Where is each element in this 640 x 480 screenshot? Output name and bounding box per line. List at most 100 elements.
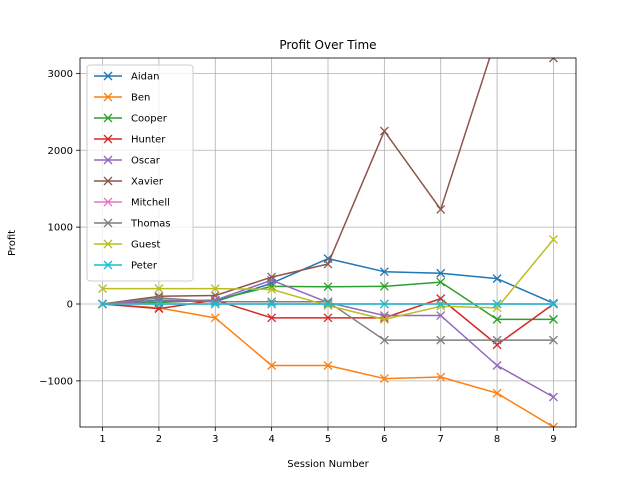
- data-point: [379, 335, 389, 345]
- x-tick-label: 2: [156, 434, 162, 445]
- data-point: [267, 299, 277, 309]
- legend-label: Thomas: [130, 219, 171, 230]
- data-point: [323, 361, 333, 370]
- data-point: [210, 313, 220, 323]
- legend-marker: [103, 197, 113, 207]
- data-point: [323, 259, 333, 269]
- x-tick-label: 4: [268, 434, 274, 445]
- data-point: [548, 392, 558, 402]
- series-group: [98, 58, 558, 427]
- data-point: [492, 314, 502, 324]
- data-point: [379, 299, 389, 309]
- data-point: [436, 277, 446, 287]
- data-point: [267, 284, 277, 294]
- data-point: [379, 374, 389, 384]
- legend-label: Guest: [131, 240, 160, 251]
- legend-item-cooper: Cooper: [94, 114, 168, 125]
- data-point: [98, 284, 108, 294]
- y-tick-label: −1000: [39, 376, 73, 387]
- legend-label: Cooper: [131, 114, 168, 125]
- data-point: [379, 267, 389, 277]
- legend-marker: [103, 176, 113, 186]
- plot-area: 1 2 3 4 5 6 7 8 9 −1000 0 1000 2000 3000 Aidan Ben Coope…: [39, 57, 577, 445]
- legend-box: [86, 64, 194, 282]
- legend-label: Ben: [131, 93, 150, 104]
- legend-item-aidan: Aidan: [94, 72, 159, 83]
- data-point: [267, 361, 277, 370]
- y-tick-label: 2000: [48, 146, 73, 157]
- y-tick-label: 3000: [48, 69, 73, 80]
- data-point: [548, 335, 558, 345]
- data-point: [492, 335, 502, 345]
- data-point: [323, 299, 333, 309]
- x-tick-label: 1: [99, 434, 105, 445]
- legend-item-guest: Guest: [94, 240, 160, 251]
- legend-label: Aidan: [131, 72, 159, 83]
- data-point: [436, 335, 446, 345]
- data-point: [267, 313, 277, 323]
- data-point: [436, 204, 446, 214]
- data-point: [548, 299, 558, 309]
- data-point: [379, 281, 389, 291]
- y-tick-label: 1000: [48, 223, 73, 234]
- data-point: [379, 126, 389, 136]
- legend-marker: [103, 218, 113, 228]
- legend-marker: [103, 92, 113, 102]
- legend-label: Xavier: [131, 177, 164, 188]
- legend-item-oscar: Oscar: [94, 156, 161, 167]
- data-point: [323, 313, 333, 323]
- data-point: [154, 284, 164, 294]
- legend-item-ben: Ben: [94, 93, 150, 104]
- data-point: [436, 268, 446, 278]
- data-point: [436, 299, 446, 309]
- data-point: [323, 301, 333, 310]
- chart-title: Profit Over Time: [279, 38, 376, 52]
- data-point: [436, 311, 446, 320]
- data-point: [154, 291, 164, 301]
- y-axis-label: Profit: [7, 230, 18, 256]
- x-tick-label: 3: [212, 434, 218, 445]
- data-point: [436, 372, 446, 382]
- data-point: [548, 314, 558, 324]
- legend-item-hunter: Hunter: [94, 135, 166, 146]
- x-tick-label: 6: [381, 434, 387, 445]
- data-point: [492, 388, 502, 398]
- x-tick-label: 8: [494, 434, 500, 445]
- data-point: [379, 314, 389, 324]
- data-point: [98, 299, 108, 309]
- legend-label: Peter: [131, 261, 158, 272]
- legend-marker: [103, 134, 113, 144]
- legend-item-mitchell: Mitchell: [94, 198, 170, 209]
- data-point: [210, 284, 220, 294]
- legend-marker: [103, 260, 113, 270]
- legend-marker: [103, 113, 113, 123]
- legend: Aidan Ben Cooper Hunter Oscar Xavier Mitchell T…: [86, 64, 194, 282]
- data-point: [492, 303, 502, 313]
- x-tick-label: 5: [325, 434, 331, 445]
- y-tick-label: 0: [67, 300, 73, 311]
- data-point: [548, 422, 558, 427]
- legend-marker: [103, 71, 113, 81]
- legend-item-peter: Peter: [94, 261, 158, 272]
- x-axis-label: Session Number: [287, 459, 369, 470]
- data-point: [323, 282, 333, 292]
- legend-label: Mitchell: [131, 198, 170, 209]
- data-point: [492, 299, 502, 309]
- x-ticks: 1 2 3 4 5 6 7 8 9: [99, 427, 557, 445]
- legend-item-xavier: Xavier: [94, 177, 164, 188]
- legend-label: Hunter: [131, 135, 166, 146]
- legend-item-thomas: Thomas: [94, 219, 171, 230]
- y-ticks: −1000 0 1000 2000 3000: [39, 69, 80, 387]
- legend-marker: [103, 239, 113, 249]
- legend-marker: [103, 155, 113, 165]
- x-tick-label: 9: [550, 434, 556, 445]
- data-point: [154, 299, 164, 309]
- x-tick-label: 7: [438, 434, 444, 445]
- data-point: [492, 361, 502, 370]
- legend-label: Oscar: [131, 156, 161, 167]
- series-peter: [98, 299, 558, 309]
- data-point: [210, 299, 220, 309]
- data-point: [267, 272, 277, 282]
- data-point: [548, 234, 558, 244]
